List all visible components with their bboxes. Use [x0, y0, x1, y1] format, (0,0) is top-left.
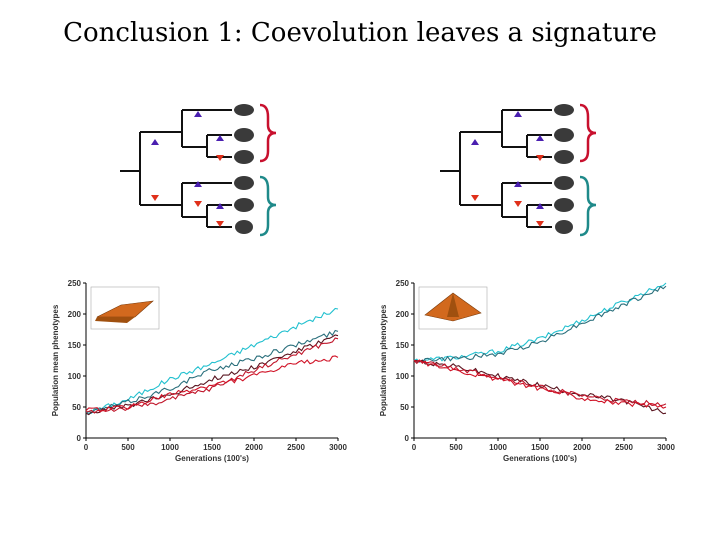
- bird-icon: [555, 220, 573, 234]
- y-tick-label: 100: [68, 372, 82, 381]
- bird-icon: [234, 128, 254, 142]
- fitness-surface-icon: [90, 286, 160, 330]
- trait-arrows: [153, 115, 222, 223]
- y-tick-label: 200: [68, 310, 82, 319]
- x-tick-label: 0: [412, 443, 417, 452]
- bird-icon: [554, 150, 574, 164]
- series-line: [413, 285, 667, 363]
- bird-icon: [235, 220, 253, 234]
- x-axis-label: Generations (100's): [503, 454, 577, 463]
- y-axis-label: Population mean phenotypes: [51, 304, 60, 416]
- y-axis-label: Population mean phenotypes: [379, 304, 388, 416]
- series-line: [413, 359, 667, 409]
- tree-branches: [120, 109, 232, 228]
- y-tick-label: 150: [68, 341, 82, 350]
- x-tick-label: 1500: [531, 443, 549, 452]
- y-tick-label: 250: [68, 279, 82, 288]
- series-line: [85, 307, 339, 415]
- y-tick-label: 100: [396, 372, 410, 381]
- x-tick-label: 0: [84, 443, 89, 452]
- y-tick-label: 50: [72, 403, 81, 412]
- bird-icon: [234, 104, 254, 116]
- phylogeny-left: [120, 103, 277, 237]
- x-tick-label: 500: [449, 443, 463, 452]
- arrow-heads: [471, 111, 544, 227]
- bird-icon: [234, 150, 254, 164]
- y-tick-label: 200: [396, 310, 410, 319]
- x-tick-label: 1000: [161, 443, 179, 452]
- x-tick-label: 2500: [287, 443, 305, 452]
- x-axis-label: Generations (100's): [175, 454, 249, 463]
- series-line: [413, 360, 667, 407]
- bird-icon: [554, 104, 574, 116]
- series-line: [85, 355, 339, 413]
- bracket-teal: [259, 175, 277, 237]
- x-tick-label: 500: [121, 443, 135, 452]
- x-tick-label: 2500: [615, 443, 633, 452]
- slide-title: Conclusion 1: Coevolution leaves a signa…: [63, 18, 657, 48]
- y-tick-label: 150: [396, 341, 410, 350]
- bird-icon: [554, 128, 574, 142]
- bird-icon: [554, 176, 574, 190]
- series-line: [413, 282, 667, 363]
- series-line: [85, 334, 339, 416]
- series-line: [85, 329, 339, 414]
- series-line: [414, 359, 667, 415]
- bird-icon: [234, 176, 254, 190]
- fitness-surface-icon: [418, 286, 488, 330]
- trait-arrows: [473, 115, 542, 223]
- bird-icons: [554, 104, 574, 234]
- bracket-teal: [579, 175, 597, 237]
- x-tick-label: 3000: [329, 443, 347, 452]
- x-tick-label: 3000: [657, 443, 675, 452]
- x-tick-label: 1500: [203, 443, 221, 452]
- y-tick-label: 50: [400, 403, 409, 412]
- x-tick-label: 1000: [489, 443, 507, 452]
- x-tick-label: 2000: [573, 443, 591, 452]
- bird-icon: [554, 198, 574, 212]
- tree-branches: [440, 109, 552, 228]
- y-tick-label: 0: [77, 434, 82, 443]
- arrow-heads: [151, 111, 224, 227]
- phylogeny-right: [440, 103, 597, 237]
- bracket-red: [579, 103, 597, 163]
- bird-icons: [234, 104, 254, 234]
- x-tick-label: 2000: [245, 443, 263, 452]
- y-tick-label: 250: [396, 279, 410, 288]
- bracket-red: [259, 103, 277, 163]
- y-tick-label: 0: [405, 434, 410, 443]
- bird-icon: [234, 198, 254, 212]
